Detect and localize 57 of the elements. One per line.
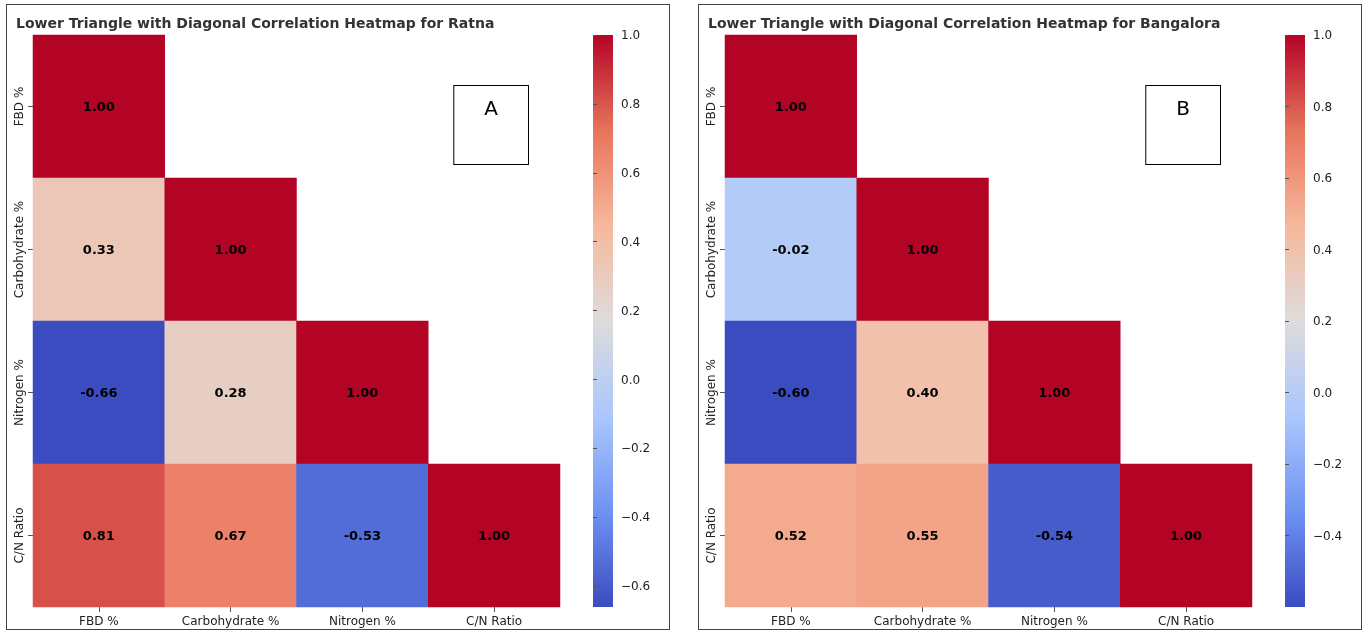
y-tick-label: Nitrogen %: [704, 359, 718, 426]
color-bar-label: 1.0: [621, 28, 641, 42]
data-label: 1.00: [346, 385, 379, 400]
data-label: -0.02: [772, 242, 810, 257]
data-label: 0.52: [774, 528, 807, 543]
color-bar-label: 0.2: [621, 303, 641, 318]
x-tick-label: Nitrogen %: [1020, 614, 1088, 628]
data-label: 0.33: [82, 242, 115, 257]
data-label: 1.00: [478, 528, 511, 543]
chart-title: Lower Triangle with Diagonal Correlation Heatmap for Ratna: [16, 15, 495, 31]
x-tick-label: C/N Ratio: [466, 614, 523, 628]
x-tick-label: C/N Ratio: [1158, 614, 1215, 628]
data-label: 0.28: [214, 385, 247, 400]
color-bar-label: 1.0: [1313, 28, 1333, 42]
y-tick-label: FBD %: [704, 86, 718, 127]
data-label: 1.00: [1170, 528, 1203, 543]
data-label: 1.00: [1038, 385, 1071, 400]
data-label: 1.00: [82, 99, 115, 114]
y-tick-label: Carbohydrate %: [12, 200, 26, 299]
y-tick-label: Nitrogen %: [12, 359, 26, 426]
color-bar-label: −0.2: [621, 441, 651, 456]
color-bar-label: 0.6: [621, 165, 641, 180]
data-label: 0.67: [214, 528, 247, 543]
data-label: 0.55: [906, 528, 939, 543]
x-tick-label: Nitrogen %: [328, 614, 396, 628]
data-label: 1.00: [774, 99, 807, 114]
color-bar-label: 0.0: [621, 372, 641, 387]
color-bar-label: 0.4: [1313, 242, 1333, 257]
y-tick-label: C/N Ratio: [704, 507, 718, 564]
data-label: -0.53: [343, 528, 382, 543]
x-tick-label: Carbohydrate %: [873, 614, 972, 628]
color-bar-label: 0.8: [1313, 99, 1333, 114]
x-tick-label: Carbohydrate %: [181, 614, 280, 628]
data-label: -0.66: [80, 385, 118, 400]
y-tick-label: FBD %: [12, 86, 26, 127]
data-label: 0.81: [82, 528, 115, 543]
chart-title: Lower Triangle with Diagonal Correlation Heatmap for Bangalora: [708, 15, 1221, 31]
color-bar-label: 0.4: [621, 234, 641, 249]
data-label: 1.00: [906, 242, 939, 257]
color-bar-label: −0.4: [621, 510, 651, 525]
color-bar-label: −0.2: [1313, 457, 1343, 471]
annotation: A: [484, 96, 499, 120]
data-label: -0.60: [772, 385, 810, 400]
y-tick-label: Carbohydrate %: [704, 200, 718, 299]
color-bar-label: 0.6: [1313, 171, 1333, 185]
y-tick-label: C/N Ratio: [12, 507, 26, 564]
color-bar-label: 0.0: [1313, 385, 1333, 400]
data-label: -0.54: [1035, 528, 1074, 543]
color-bar-label: 0.2: [1313, 314, 1333, 328]
color-bar-label: −0.4: [1313, 528, 1343, 543]
data-label: 1.00: [214, 242, 247, 257]
data-label: 0.40: [906, 385, 939, 400]
color-bar-label: −0.6: [621, 579, 651, 594]
x-tick-label: FBD %: [771, 614, 811, 628]
x-tick-label: FBD %: [79, 614, 119, 628]
color-bar-label: 0.8: [621, 96, 641, 111]
annotation: B: [1176, 96, 1191, 120]
